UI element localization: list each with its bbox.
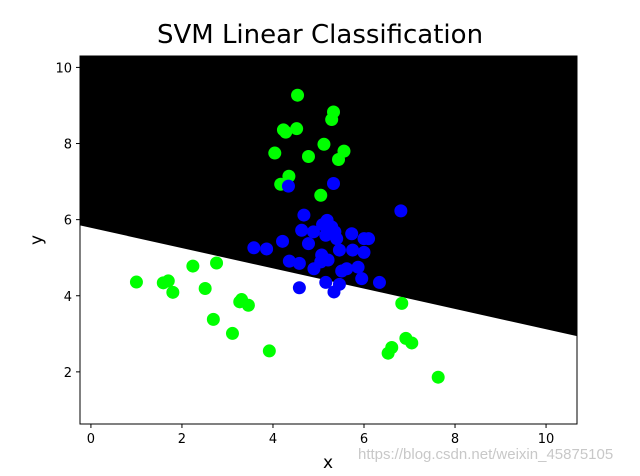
y-tick-label: 6: [64, 214, 72, 229]
data-point-class_green: [317, 137, 331, 151]
y-tick-label: 2: [64, 366, 72, 381]
x-tick-label: 8: [451, 432, 459, 447]
data-point-class_green: [279, 125, 293, 139]
data-point-class_blue: [372, 275, 386, 289]
data-point-class_blue: [327, 176, 341, 190]
data-point-class_green: [290, 122, 304, 136]
data-point-class_blue: [247, 241, 261, 255]
data-point-class_green: [198, 282, 212, 296]
x-tick-label: 4: [269, 432, 277, 447]
y-tick-label: 8: [64, 138, 72, 153]
x-tick-label: 6: [360, 432, 368, 447]
x-axis-label: x: [323, 453, 333, 473]
data-point-class_green: [161, 274, 175, 288]
data-point-class_blue: [346, 243, 360, 257]
data-point-class_blue: [260, 242, 274, 256]
data-point-class_blue: [295, 223, 309, 237]
data-point-class_blue: [319, 228, 333, 242]
data-point-class_green: [262, 344, 276, 358]
data-point-class_green: [166, 285, 180, 299]
data-point-class_blue: [301, 237, 315, 251]
data-point-class_green: [332, 153, 346, 167]
data-point-class_green: [129, 275, 143, 289]
watermark-text: https://blog.csdn.net/weixin_45875105: [358, 446, 614, 463]
x-tick-label: 10: [538, 432, 555, 447]
data-point-class_green: [291, 88, 305, 102]
data-point-class_green: [405, 336, 419, 350]
data-point-class_blue: [355, 272, 369, 286]
data-point-class_green: [395, 296, 409, 310]
data-point-class_blue: [306, 225, 320, 239]
data-point-class_blue: [307, 262, 321, 276]
data-point-class_green: [325, 113, 339, 127]
data-point-class_blue: [345, 227, 359, 241]
data-point-class_green: [431, 370, 445, 384]
y-axis-ticks: 2 4 6 8 10: [55, 61, 80, 381]
y-tick-label: 4: [64, 290, 72, 305]
data-point-class_green: [282, 169, 296, 183]
y-tick-label: 10: [55, 61, 72, 76]
data-point-class_blue: [351, 260, 365, 274]
chart-title: SVM Linear Classification: [156, 20, 484, 50]
x-tick-label: 0: [87, 432, 95, 447]
data-point-class_blue: [362, 232, 376, 246]
data-point-class_blue: [319, 275, 333, 289]
data-point-class_blue: [330, 232, 344, 246]
data-points: [129, 88, 445, 384]
data-point-class_green: [206, 312, 220, 326]
data-point-class_green: [210, 256, 224, 270]
data-point-class_green: [381, 346, 395, 360]
data-point-class_blue: [357, 245, 371, 259]
data-point-class_blue: [281, 179, 295, 193]
data-point-class_blue: [297, 208, 311, 222]
x-axis-ticks: 0 2 4 6 8 10: [87, 424, 555, 447]
data-point-class_green: [314, 188, 328, 202]
data-point-class_blue: [332, 243, 346, 257]
data-point-class_blue: [327, 285, 341, 299]
data-point-class_blue: [394, 204, 408, 218]
data-point-class_green: [225, 326, 239, 340]
data-point-class_blue: [292, 256, 306, 270]
data-point-class_blue: [340, 262, 354, 276]
data-point-class_green: [268, 146, 282, 160]
y-axis-label: y: [27, 235, 47, 245]
x-tick-label: 2: [178, 432, 186, 447]
data-point-class_green: [301, 149, 315, 163]
data-point-class_blue: [282, 254, 296, 268]
data-point-class_green: [241, 298, 255, 312]
data-point-class_blue: [292, 281, 306, 295]
data-point-class_blue: [276, 234, 290, 248]
region-upper: [80, 56, 577, 337]
data-point-class_green: [186, 259, 200, 273]
plot-frame: [79, 55, 578, 425]
